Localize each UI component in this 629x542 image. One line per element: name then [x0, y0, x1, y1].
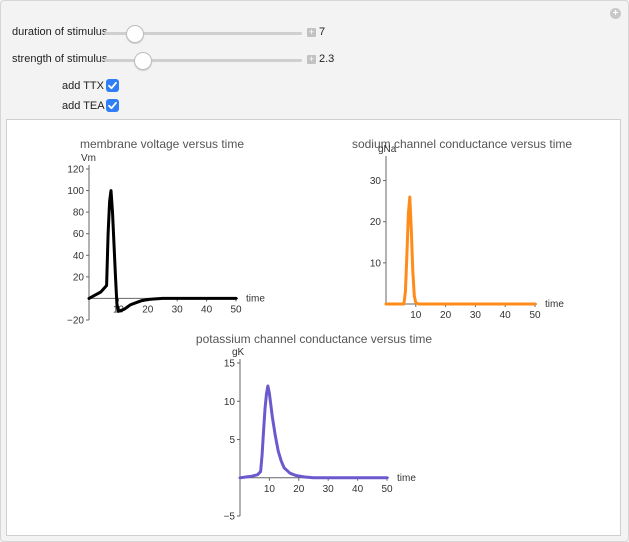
sodium-chart: sodium channel conductance versus timegN…: [352, 137, 572, 321]
potassium-y-tick-label: 5: [229, 435, 235, 446]
ttx-label: add TTX: [62, 80, 104, 92]
voltage-y-tick-label: 40: [73, 251, 85, 262]
potassium-x-tick-label: 50: [381, 484, 393, 495]
voltage-x-tick-label: 40: [201, 304, 213, 315]
checkmark-icon: [108, 81, 117, 90]
potassium-x-label: time: [397, 473, 416, 484]
duration-slider-thumb[interactable]: [125, 25, 144, 43]
duration-slider-track[interactable]: [104, 32, 302, 35]
voltage-y-tick-label: 120: [67, 165, 84, 176]
sodium-x-tick-label: 30: [470, 310, 482, 321]
plots-canvas: membrane voltage versus time Vm time 10 20 30…: [67, 137, 572, 523]
potassium-y-tick-label: 15: [224, 359, 236, 370]
potassium-chart: potassium channel conductance versus tim…: [196, 332, 432, 523]
potassium-series-line: [238, 384, 389, 480]
voltage-x-tick-label: 30: [172, 304, 184, 315]
potassium-chart-title: potassium channel conductance versus tim…: [196, 332, 432, 346]
tea-checkbox[interactable]: [106, 99, 119, 112]
strength-slider-thumb[interactable]: [133, 52, 152, 70]
sodium-x-label: time: [545, 299, 564, 310]
strength-expand-icon[interactable]: +: [307, 54, 316, 64]
sodium-chart-title: sodium channel conductance versus time: [352, 137, 572, 151]
sodium-series-line: [384, 195, 537, 306]
strength-label: strength of stimulus: [12, 53, 108, 65]
potassium-x-tick-label: 10: [264, 484, 276, 495]
voltage-y-tick-label: 100: [67, 186, 84, 197]
voltage-x-label: time: [246, 293, 265, 304]
plot-panel: membrane voltage versus time Vm time 10 20 30…: [6, 119, 621, 536]
voltage-x-tick-label: 50: [230, 304, 242, 315]
potassium-y-tick-label: −5: [224, 512, 236, 523]
ttx-checkbox[interactable]: [106, 79, 119, 92]
voltage-y-tick-label: −20: [67, 316, 84, 327]
potassium-y-label: gK: [232, 347, 245, 358]
voltage-x-tick-label: 20: [142, 304, 154, 315]
sodium-x-tick-label: 50: [529, 310, 541, 321]
voltage-y-tick-label: 20: [73, 272, 85, 283]
ttx-control: add TTX: [0, 77, 200, 97]
duration-label: duration of stimulus: [12, 26, 108, 38]
strength-control: strength of stimulus + 2.3: [0, 50, 629, 70]
duration-expand-icon[interactable]: +: [307, 27, 316, 37]
duration-value: 7: [319, 26, 326, 38]
voltage-series-line: [87, 189, 238, 313]
voltage-y-tick-label: 60: [73, 229, 85, 240]
duration-control: duration of stimulus + 7: [0, 23, 629, 43]
potassium-x-tick-label: 40: [352, 484, 364, 495]
sodium-y-tick-label: 10: [370, 258, 382, 269]
potassium-x-tick-label: 20: [293, 484, 305, 495]
voltage-y-label: Vm: [81, 153, 96, 164]
strength-slider-track[interactable]: [104, 59, 302, 62]
tea-label: add TEA: [62, 100, 105, 112]
checkmark-icon: [108, 101, 117, 110]
sodium-x-tick-label: 20: [440, 310, 452, 321]
potassium-y-tick-label: 10: [224, 397, 236, 408]
options-plus-icon[interactable]: +: [610, 8, 621, 19]
sodium-y-label: gNa: [378, 144, 397, 155]
sodium-x-tick-label: 10: [410, 310, 422, 321]
voltage-y-tick-label: 80: [73, 208, 85, 219]
sodium-y-tick-label: 20: [370, 217, 382, 228]
sodium-x-tick-label: 40: [500, 310, 512, 321]
strength-value: 2.3: [319, 53, 335, 65]
voltage-chart-title: membrane voltage versus time: [80, 137, 244, 151]
sodium-y-tick-label: 30: [370, 176, 382, 187]
tea-control: add TEA: [0, 97, 200, 117]
potassium-x-tick-label: 30: [323, 484, 335, 495]
